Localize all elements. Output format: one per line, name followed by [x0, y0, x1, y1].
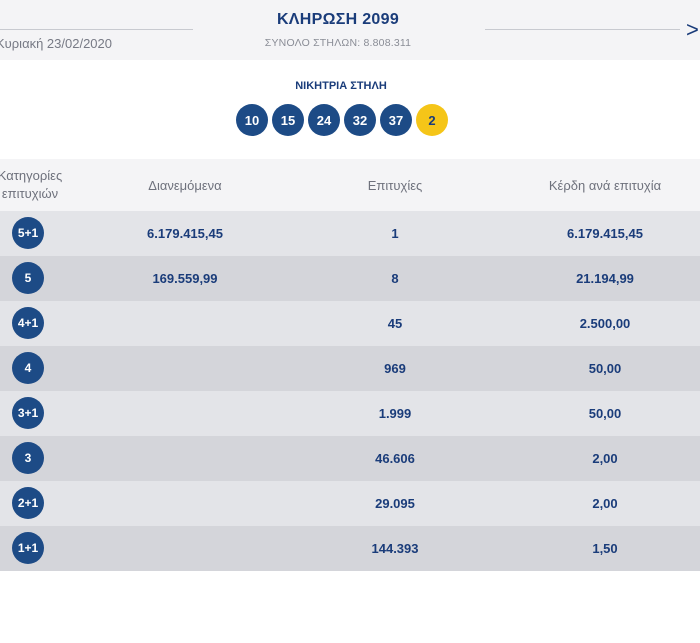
category-badge: 3+1: [12, 397, 44, 429]
prize-cell: 2,00: [592, 451, 618, 466]
prize-cell: 1,50: [592, 541, 618, 556]
chevron-right-icon[interactable]: >: [686, 17, 699, 42]
category-badge: 3: [12, 442, 44, 474]
distributed-cell: [110, 346, 260, 391]
winners-cell: 1: [391, 226, 399, 241]
category-badge: 5: [12, 262, 44, 294]
category-badge: 4: [12, 352, 44, 384]
distributed-cell: [110, 301, 260, 346]
table-row: 5 169.559,99 8 21.194,99: [0, 256, 700, 301]
prize-table: Κατηγορίες επιτυχιών Διανεμόμενα Επιτυχίε…: [0, 159, 700, 571]
winning-column-label: ΝΙΚΗΤΡΙΑ ΣΤΗΛΗ: [295, 80, 387, 92]
winning-ball: 15: [272, 104, 304, 136]
winning-ball: 10: [236, 104, 268, 136]
header-prize: Κέρδη ανά επιτυχία: [548, 177, 662, 193]
distributed-cell: 169.559,99: [152, 271, 218, 286]
winning-ball: 37: [380, 104, 412, 136]
distributed-cell: [110, 391, 260, 436]
table-row: 3+1 1.999 50,00: [0, 391, 700, 436]
category-badge: 2+1: [12, 487, 44, 519]
winners-cell: 45: [387, 316, 403, 331]
prize-cell: 2.500,00: [579, 316, 631, 331]
category-badge: 1+1: [12, 532, 44, 564]
winners-cell: 969: [384, 361, 406, 376]
draw-date: Κυριακή 23/02/2020: [0, 36, 112, 51]
table-row: 4+1 45 2.500,00: [0, 301, 700, 346]
joker-ball: 2: [416, 104, 448, 136]
distributed-cell: [110, 481, 260, 526]
header-categories: Κατηγορίες επιτυχιών: [0, 159, 68, 211]
winning-ball: 32: [344, 104, 376, 136]
prize-cell: 21.194,99: [576, 271, 634, 286]
header-categories-line2: επιτυχιών: [1, 186, 59, 201]
table-row: 4 969 50,00: [0, 346, 700, 391]
prize-cell: 50,00: [588, 361, 622, 376]
table-row: 5+1 6.179.415,45 1 6.179.415,45: [0, 211, 700, 256]
draw-title: ΚΛΗΡΩΣΗ 2099: [276, 11, 400, 28]
distributed-cell: 6.179.415,45: [147, 226, 223, 241]
divider-left: [0, 29, 193, 30]
table-row: 3 46.606 2,00: [0, 436, 700, 481]
distributed-cell: [110, 436, 260, 481]
header-winners: Επιτυχίες: [367, 177, 423, 193]
winners-cell: 29.095: [375, 496, 415, 511]
winning-numbers: 10 15 24 32 37 2: [236, 104, 448, 136]
total-columns: ΣΥΝΟΛΟ ΣΤΗΛΩΝ: 8.808.311: [264, 37, 412, 49]
table-row: 1+1 144.393 1,50: [0, 526, 700, 571]
header-distributed: Διανεμόμενα: [148, 177, 222, 193]
prize-cell: 50,00: [588, 406, 622, 421]
winners-cell: 8: [391, 271, 399, 286]
winners-cell: 1.999: [378, 406, 412, 421]
category-badge: 5+1: [12, 217, 44, 249]
winning-ball: 24: [308, 104, 340, 136]
category-badge: 4+1: [12, 307, 44, 339]
draw-header: [0, 0, 700, 60]
winners-cell: 144.393: [371, 541, 419, 556]
table-header: Κατηγορίες επιτυχιών Διανεμόμενα Επιτυχίε…: [0, 159, 700, 211]
table-row: 2+1 29.095 2,00: [0, 481, 700, 526]
header-categories-line1: Κατηγορίες: [0, 168, 63, 183]
prize-cell: 6.179.415,45: [567, 226, 643, 241]
divider-right: [485, 29, 680, 30]
distributed-cell: [110, 526, 260, 571]
winners-cell: 46.606: [375, 451, 415, 466]
prize-cell: 2,00: [592, 496, 618, 511]
